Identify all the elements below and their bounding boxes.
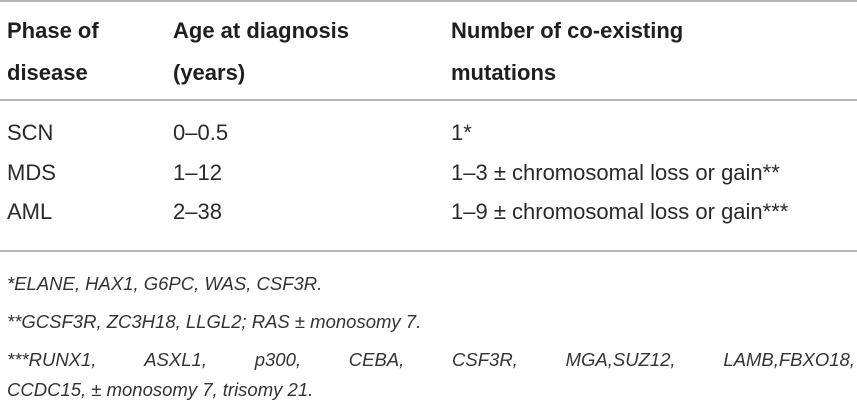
footnote-3-line1: ***RUNX1, ASXL1, p300, CEBA, CSF3R, MGA,…: [7, 346, 855, 374]
header-age-line1: Age at diagnosis: [173, 18, 350, 43]
footnote-3-word: CEBA,: [348, 349, 405, 370]
footnote-3-word: LAMB,FBXO18,: [723, 349, 855, 370]
header-mutations-line2: mutations: [451, 60, 557, 85]
header-age-line2: (years): [173, 60, 246, 85]
footnote-3-word: ASXL1,: [144, 349, 207, 370]
footnote-3-word: p300,: [254, 349, 301, 370]
cell-age: 1–12: [173, 160, 222, 185]
header-phase-line1: Phase of: [7, 18, 99, 43]
top-rule: [0, 0, 857, 2]
cell-mutations: 1*: [451, 120, 472, 145]
footnote-3-word: MGA,SUZ12,: [565, 349, 676, 370]
footnote-1: *ELANE, HAX1, G6PC, WAS, CSF3R.: [7, 273, 323, 294]
footnote-3-line2: CCDC15, ± monosomy 7, trisomy 21.: [7, 379, 314, 400]
cell-phase: SCN: [7, 120, 54, 145]
cell-phase: MDS: [7, 160, 56, 185]
cell-age: 0–0.5: [173, 120, 229, 145]
footer-rule: [0, 250, 857, 252]
cell-age: 2–38: [173, 199, 222, 224]
footnote-2: **GCSF3R, ZC3H18, LLGL2; RAS ± monosomy …: [7, 311, 422, 332]
header-mutations-line1: Number of co-existing: [451, 18, 684, 43]
cell-phase: AML: [7, 199, 53, 224]
cell-mutations: 1–3 ± chromosomal loss or gain**: [451, 160, 780, 185]
footnote-3-word: CSF3R,: [452, 349, 518, 370]
header-rule: [0, 99, 857, 101]
cell-mutations: 1–9 ± chromosomal loss or gain***: [451, 199, 789, 224]
footnote-3-word: ***RUNX1,: [7, 349, 97, 370]
header-phase-line2: disease: [7, 60, 88, 85]
